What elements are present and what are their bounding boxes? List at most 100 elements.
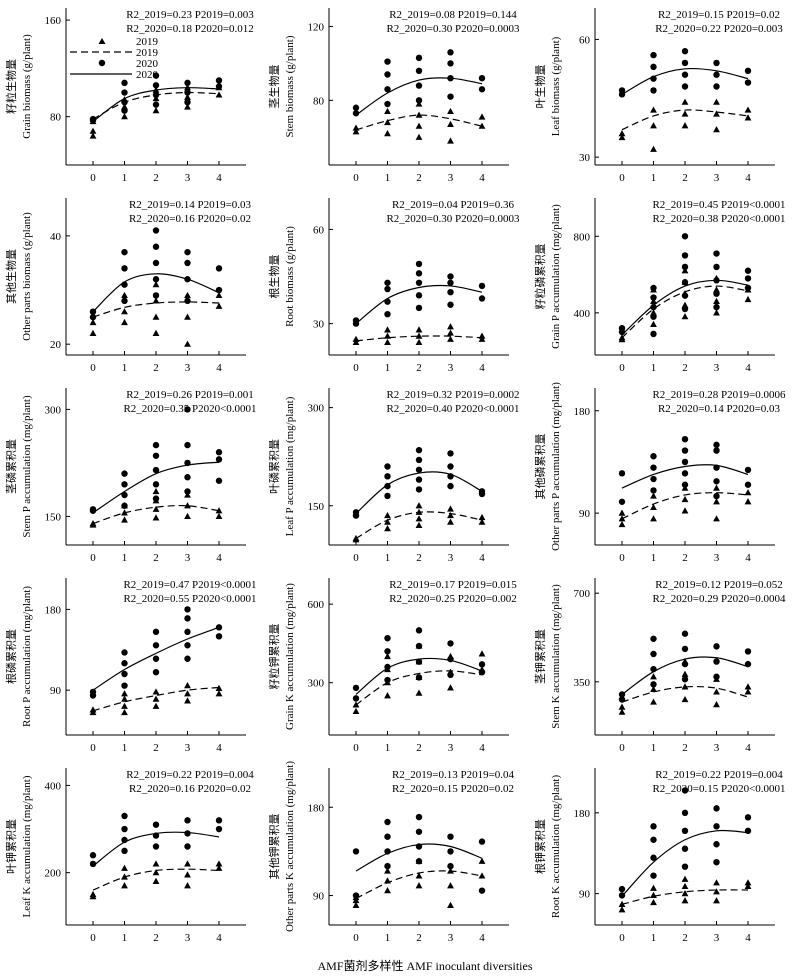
point-2019 <box>650 698 657 705</box>
point-2020 <box>121 836 128 844</box>
point-2019 <box>650 145 657 152</box>
fit-line-2019 <box>621 889 749 905</box>
point-2020 <box>447 273 454 280</box>
point-2019 <box>352 707 360 715</box>
point-2019 <box>650 673 657 680</box>
point-2019 <box>215 860 223 867</box>
point-2020 <box>121 825 128 833</box>
point-2019 <box>152 313 160 320</box>
stats-2020: R2_2020=0.29 P2020=0.0004 <box>652 593 786 605</box>
point-2020 <box>152 655 160 662</box>
point-2020 <box>447 833 454 840</box>
point-2019 <box>152 329 160 336</box>
y-axis-label-cn: 茎生物量 <box>267 65 281 109</box>
point-2019 <box>681 875 689 882</box>
point-2019 <box>121 702 128 709</box>
point-2019 <box>744 106 752 113</box>
point-2020 <box>415 270 423 277</box>
point-2020 <box>447 473 454 480</box>
point-2019 <box>681 695 689 703</box>
point-2019 <box>744 879 752 886</box>
point-2020 <box>713 447 720 454</box>
point-2019 <box>618 520 626 528</box>
point-2020 <box>184 441 191 449</box>
point-2019 <box>184 340 191 347</box>
y-tick-label: 20 <box>50 339 62 351</box>
point-2019 <box>681 890 689 897</box>
point-2020 <box>121 682 128 689</box>
x-tick-label: 4 <box>479 172 485 184</box>
x-tick-label: 3 <box>448 742 454 754</box>
stats-2020: R2_2020=0.16 P2020=0.02 <box>129 783 251 795</box>
point-2019 <box>650 685 657 693</box>
point-2019 <box>121 308 128 315</box>
y-axis-label-en: Other parts K accumulation (mg/plant) <box>284 761 296 932</box>
stats-2019: R2_2019=0.12 P2019=0.052 <box>655 579 783 591</box>
point-2020 <box>415 456 423 464</box>
x-tick-label: 1 <box>122 172 128 184</box>
x-tick-label: 1 <box>122 742 128 754</box>
point-2019 <box>681 507 689 514</box>
y-tick-label: 700 <box>574 588 591 600</box>
point-2019 <box>681 683 689 690</box>
point-2020 <box>352 684 360 692</box>
point-2019 <box>384 338 391 346</box>
y-axis-label-cn: 根钾累积量 <box>533 819 547 874</box>
point-2020 <box>184 488 191 495</box>
point-2020 <box>447 848 454 855</box>
point-2019 <box>713 126 720 133</box>
point-2019 <box>447 323 454 330</box>
point-2020 <box>184 459 191 467</box>
y-tick-label: 800 <box>574 231 591 243</box>
point-2020 <box>415 843 423 850</box>
point-2020 <box>713 303 720 311</box>
x-tick-label: 2 <box>416 552 422 564</box>
point-2019 <box>121 882 128 889</box>
point-2019 <box>447 505 454 512</box>
point-2019 <box>121 318 128 326</box>
point-2020 <box>447 862 454 870</box>
y-tick-label: 180 <box>574 808 591 820</box>
point-2020 <box>384 482 391 490</box>
x-tick-label: 3 <box>714 172 720 184</box>
point-2019 <box>681 98 689 105</box>
point-2019 <box>184 882 191 889</box>
point-2019 <box>152 869 160 876</box>
point-2019 <box>184 860 191 867</box>
point-2019 <box>152 688 160 695</box>
point-2019 <box>384 887 391 894</box>
point-2020 <box>618 87 626 94</box>
x-tick-label: 3 <box>714 362 720 374</box>
x-tick-label: 2 <box>682 172 688 184</box>
point-2019 <box>152 281 160 288</box>
point-2020 <box>415 642 423 650</box>
x-tick-label: 1 <box>122 932 128 944</box>
x-tick-label: 3 <box>714 932 720 944</box>
panel-6: 0 1 2 3 4 400 800 籽粒磷累积量 Grain P accumulation (m… <box>533 198 786 374</box>
x-tick-label: 4 <box>216 362 222 374</box>
point-2019 <box>478 122 486 129</box>
point-2020 <box>152 292 160 299</box>
y-axis-label-cn: 其他生物量 <box>4 249 18 304</box>
x-tick-label: 3 <box>448 362 454 374</box>
point-2019 <box>681 495 689 503</box>
legend-label: 2019 <box>136 47 159 59</box>
point-2019 <box>89 132 97 139</box>
point-2020 <box>352 110 360 117</box>
point-2020 <box>478 887 486 894</box>
y-tick-label: 300 <box>308 678 325 690</box>
y-axis-label-cn: 根生物量 <box>267 255 281 299</box>
point-2020 <box>121 491 128 499</box>
point-2019 <box>184 313 191 320</box>
point-2020 <box>152 843 160 850</box>
point-2020 <box>121 670 128 678</box>
y-tick-label: 30 <box>579 152 591 164</box>
point-2019 <box>89 329 97 336</box>
point-2020 <box>184 79 191 87</box>
point-2020 <box>352 512 360 519</box>
point-2019 <box>681 897 689 904</box>
point-2020 <box>384 298 391 305</box>
x-tick-label: 2 <box>416 932 422 944</box>
x-tick-label: 2 <box>153 172 159 184</box>
point-2020 <box>152 91 160 99</box>
